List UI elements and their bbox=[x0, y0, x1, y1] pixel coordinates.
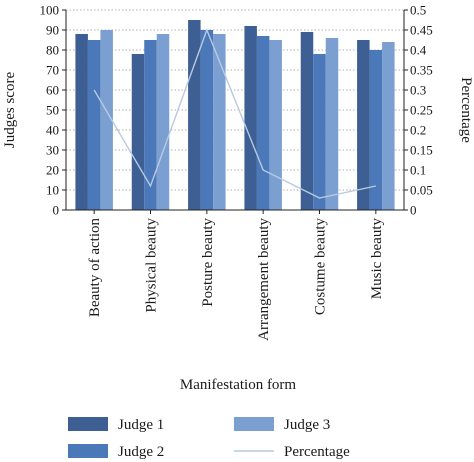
y-tick-left-label-9: 90 bbox=[46, 23, 59, 38]
bar-judge-3-3 bbox=[269, 40, 282, 210]
y-tick-left-label-0: 0 bbox=[53, 203, 60, 218]
grid-lines bbox=[66, 9, 404, 191]
bar-judge-2-1 bbox=[144, 40, 157, 210]
bar-judge-3-5 bbox=[382, 42, 395, 210]
y-tick-left-label-1: 10 bbox=[46, 183, 59, 198]
bar-judge-2-2 bbox=[200, 30, 214, 210]
legend-label-judge-3: Judge 3 bbox=[284, 417, 330, 433]
legend-swatch-judge-2 bbox=[68, 444, 108, 458]
bar-judge-2-5 bbox=[369, 50, 383, 210]
bar-judge-3-0 bbox=[100, 30, 113, 210]
legend-label-percentage: Percentage bbox=[284, 444, 350, 460]
y-tick-left-label-5: 50 bbox=[46, 103, 59, 118]
bar-judge-3-1 bbox=[156, 34, 170, 210]
y-tick-right-label-3: 0.15 bbox=[410, 143, 433, 158]
percentage-line-group bbox=[93, 28, 376, 199]
y-tick-right-label-1: 0.05 bbox=[410, 183, 433, 198]
bar-judge-1-1 bbox=[131, 54, 145, 210]
y-axis-label-left: Judges score bbox=[2, 72, 18, 149]
x-tick-label-4: Costume beauty bbox=[313, 218, 329, 316]
y-tick-right-label-7: 0.35 bbox=[410, 63, 433, 78]
y-tick-right-label-4: 0.2 bbox=[410, 123, 426, 138]
x-tick-label-2: Posture beauty bbox=[200, 218, 216, 307]
x-axis-label: Manifestation form bbox=[180, 377, 297, 393]
legend: Judge 1 Judge 2 Judge 3 Percentage bbox=[68, 417, 350, 460]
y-axis-label-right: Percentage bbox=[458, 77, 474, 143]
legend-label-judge-2: Judge 2 bbox=[118, 444, 164, 460]
bars bbox=[75, 20, 395, 210]
bar-judge-1-2 bbox=[188, 20, 201, 210]
y-tick-right-label-5: 0.25 bbox=[410, 103, 433, 118]
y-tick-left-label-3: 30 bbox=[46, 143, 59, 158]
x-tick-label-1: Physical beauty bbox=[144, 218, 160, 313]
y-tick-right-label-0: 0 bbox=[410, 203, 417, 218]
y-tick-left-label-8: 80 bbox=[46, 43, 59, 58]
y-tick-right-label-9: 0.45 bbox=[410, 23, 433, 38]
y-tick-left-label-10: 100 bbox=[40, 3, 60, 18]
x-tick-label-5: Music beauty bbox=[369, 218, 385, 300]
legend-label-judge-1: Judge 1 bbox=[118, 417, 164, 433]
y-tick-left-label-2: 20 bbox=[46, 163, 59, 178]
y-tick-right-label-10: 0.5 bbox=[410, 3, 426, 18]
bar-judge-2-3 bbox=[256, 36, 270, 210]
x-tick-labels: Beauty of action Physical beauty Posture b… bbox=[87, 210, 385, 341]
y-tick-left-label-7: 70 bbox=[46, 63, 59, 78]
legend-swatch-judge-3 bbox=[234, 417, 274, 431]
bar-judge-3-4 bbox=[325, 38, 339, 210]
percentage-line bbox=[93, 28, 376, 199]
y-tick-left-label-4: 40 bbox=[46, 123, 59, 138]
y-tick-right-label-6: 0.3 bbox=[410, 83, 426, 98]
bar-judge-3-2 bbox=[213, 34, 226, 210]
y-tick-left-label-6: 60 bbox=[46, 83, 59, 98]
x-tick-label-0: Beauty of action bbox=[87, 218, 103, 318]
y-tick-right-label-8: 0.4 bbox=[410, 43, 427, 58]
bar-judge-1-5 bbox=[357, 40, 370, 210]
bar-judge-1-0 bbox=[75, 34, 88, 210]
y-ticks-left: 0 10 20 30 40 50 60 70 80 90 100 bbox=[40, 3, 66, 218]
bar-judge-1-4 bbox=[300, 32, 314, 210]
y-tick-right-label-2: 0.1 bbox=[410, 163, 426, 178]
bar-judge-1-3 bbox=[244, 26, 257, 210]
y-ticks-right: 0 0.05 0.1 0.15 0.2 0.25 0.3 0.35 0.4 0.45 0.5 bbox=[404, 3, 433, 218]
x-tick-label-3: Arrangement beauty bbox=[256, 218, 272, 341]
legend-swatch-judge-1 bbox=[68, 417, 108, 431]
bar-judge-2-4 bbox=[313, 54, 326, 210]
bar-judge-2-0 bbox=[87, 40, 101, 210]
